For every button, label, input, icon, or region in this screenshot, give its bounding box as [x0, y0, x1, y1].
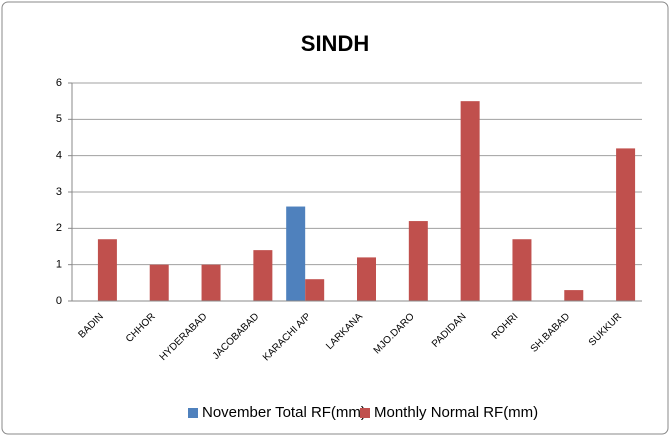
bar — [408, 221, 428, 301]
legend-swatch — [188, 408, 198, 418]
y-tick-label: 3 — [56, 186, 62, 198]
bar — [149, 264, 169, 301]
bar — [286, 206, 306, 301]
y-tick-label: 0 — [56, 295, 62, 307]
legend-swatch — [360, 408, 370, 418]
bar — [512, 239, 532, 301]
bar — [201, 264, 221, 301]
bar — [305, 279, 325, 301]
y-tick-label: 4 — [56, 150, 62, 162]
y-tick-label: 1 — [56, 259, 62, 271]
bar — [460, 101, 480, 302]
y-tick-label: 6 — [56, 77, 62, 89]
bar — [357, 257, 376, 301]
chart-title: SINDH — [301, 31, 369, 56]
y-tick-label: 2 — [56, 222, 62, 234]
legend-label: November Total RF(mm) — [202, 404, 366, 421]
y-tick-label: 5 — [56, 113, 62, 125]
legend-label: Monthly Normal RF(mm) — [374, 404, 538, 421]
bar — [97, 239, 117, 301]
bar — [616, 148, 636, 301]
bar — [253, 250, 273, 301]
bar — [564, 290, 584, 301]
